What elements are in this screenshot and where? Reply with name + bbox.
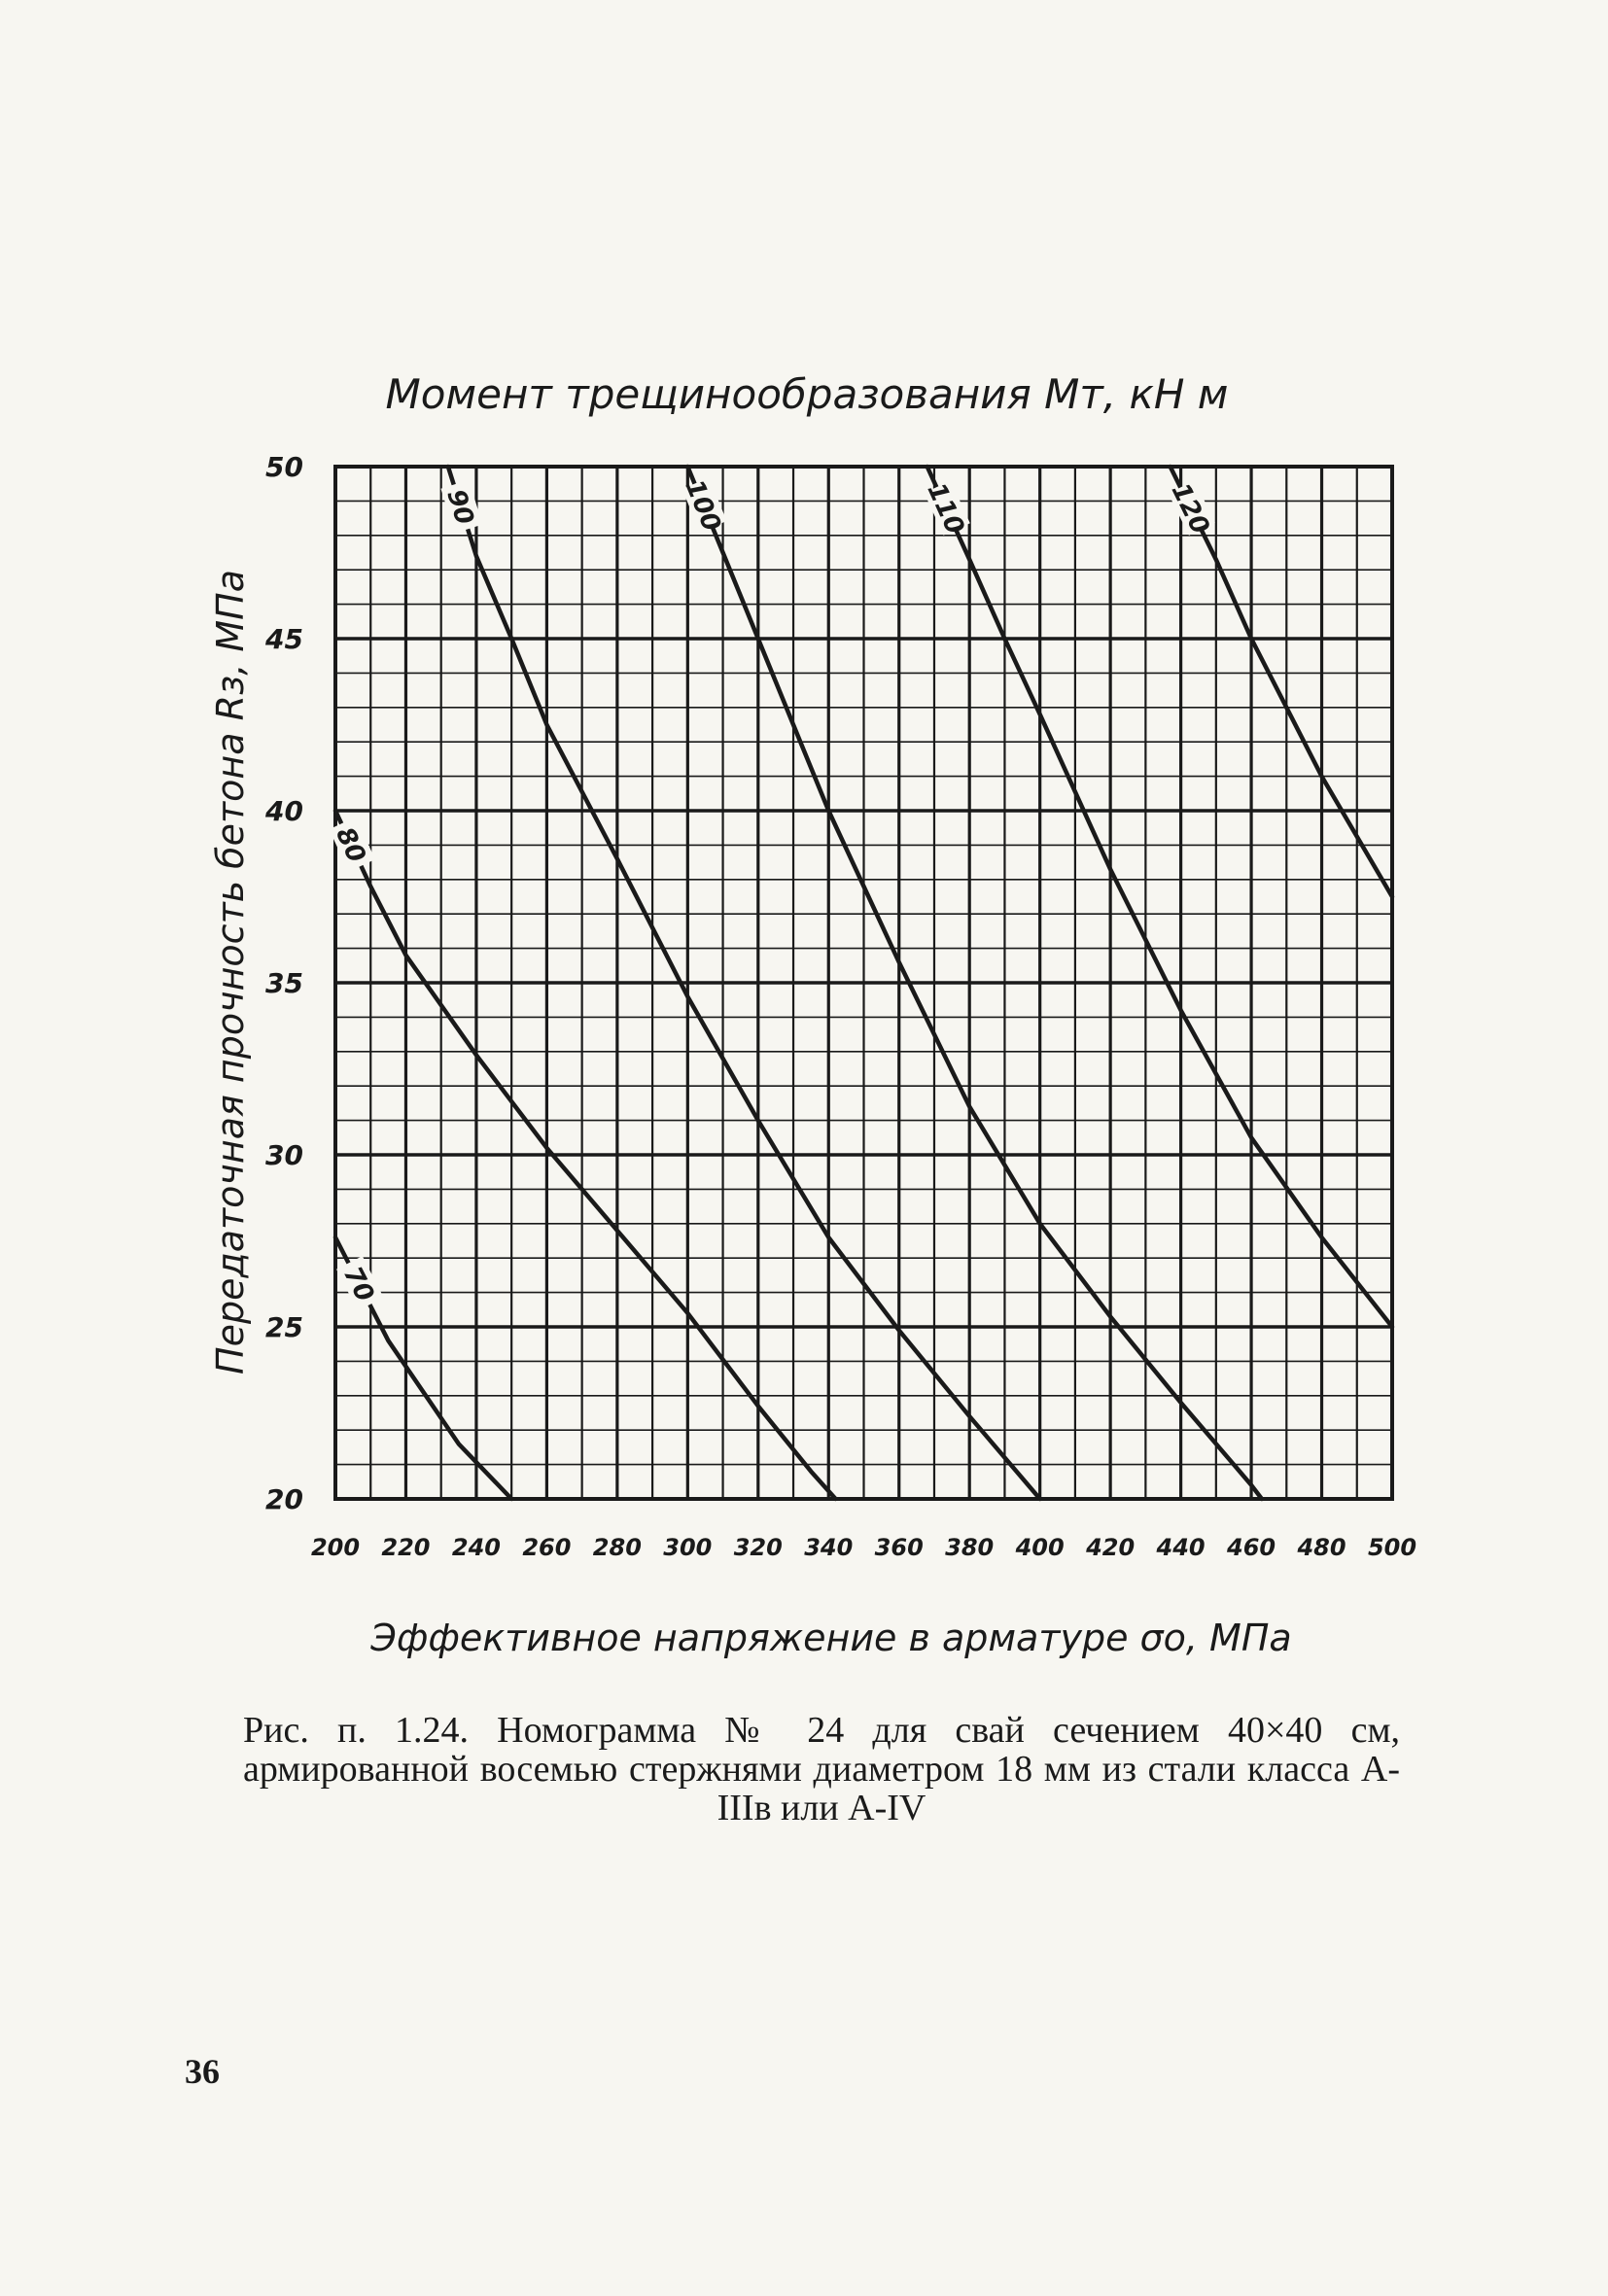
y-tick-label: 45 [264, 623, 303, 655]
chart-title: Момент трещинообразования Mт, кН м [386, 370, 1229, 418]
y-tick-label: 50 [265, 451, 303, 483]
x-tick-label: 460 [1226, 1534, 1276, 1561]
curve-90 [445, 464, 1042, 1502]
figure-caption: Рис. п. 1.24. Номограмма № 24 для свай с… [243, 1710, 1400, 1828]
x-tick-label: 440 [1156, 1534, 1206, 1561]
curve-80 [332, 808, 838, 1502]
x-tick-label: 260 [522, 1534, 571, 1561]
curves [332, 464, 1395, 1502]
curve-label-bg [336, 1256, 384, 1311]
tick-labels: 200 220 240 260 280 300 320 340 360 380 400 420 440 4… [264, 451, 1416, 1561]
curve-100 [685, 464, 1265, 1502]
plot-frame [333, 465, 1394, 1501]
y-axis-label: Передаточная прочность бетона Rз, МПа [209, 570, 252, 1374]
grid [333, 465, 1394, 1501]
curve-label-bg [329, 817, 375, 872]
y-tick-label: 40 [264, 795, 303, 827]
x-tick-label: 280 [593, 1534, 642, 1561]
x-tick-label: 340 [804, 1534, 853, 1561]
curve-label-110: 110 [921, 479, 969, 539]
x-tick-label: 300 [663, 1534, 712, 1561]
curve-label-120: 120 [1166, 478, 1215, 539]
x-tick-label: 320 [734, 1534, 783, 1561]
y-tick-label: 35 [265, 967, 303, 999]
curve-label-bg [682, 477, 727, 533]
y-tick-label: 25 [265, 1311, 303, 1343]
x-tick-label: 500 [1368, 1534, 1416, 1561]
x-tick-label: 240 [452, 1534, 501, 1561]
x-tick-label: 480 [1296, 1534, 1346, 1561]
y-tick-label: 30 [265, 1139, 303, 1171]
x-tick-label: 420 [1085, 1534, 1135, 1561]
curve-110 [925, 464, 1395, 1330]
x-tick-label: 360 [875, 1534, 924, 1561]
x-tick-label: 200 [311, 1534, 360, 1561]
curve-label-bg [440, 479, 483, 534]
x-tick-label: 400 [1015, 1534, 1065, 1561]
x-tick-label: 220 [381, 1534, 430, 1561]
y-tick-label: 20 [265, 1483, 303, 1515]
curve-label-bg [924, 480, 970, 536]
x-tick-label: 380 [945, 1534, 994, 1561]
curve-label-bg [1168, 480, 1215, 536]
x-axis-label: Эффективное напряжение в арматуре σo, МП… [369, 1617, 1291, 1659]
page-number: 36 [185, 2052, 220, 2091]
